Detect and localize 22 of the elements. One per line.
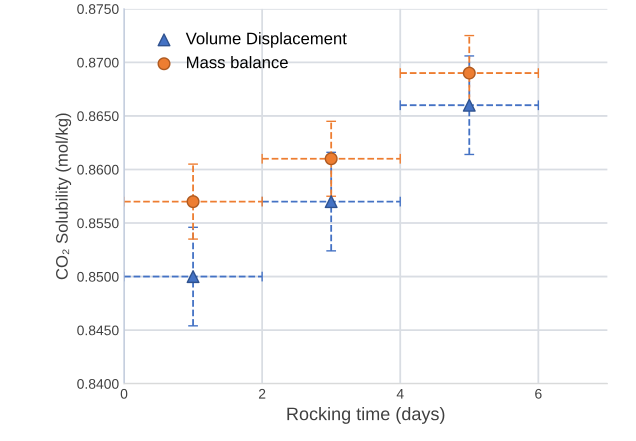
legend-label: Mass balance — [187, 56, 288, 68]
y-tick-label: 0.8450 — [77, 325, 119, 336]
y-tick-label: 0.8650 — [77, 111, 119, 122]
point — [462, 66, 476, 80]
y-tick-label: 0.8600 — [77, 164, 119, 175]
y-tick-label: 0.8550 — [77, 218, 119, 228]
y-axis-title: CO₂ Solubility (mol/kg) — [56, 113, 72, 280]
y-tick-label: 0.8700 — [77, 58, 119, 68]
y-tick-label: 0.8500 — [77, 272, 119, 282]
x-tick-label: 4 — [396, 389, 404, 399]
point — [324, 195, 338, 208]
point — [186, 270, 200, 284]
point — [462, 98, 476, 112]
point — [324, 152, 338, 166]
x-tick-label: 6 — [535, 388, 542, 399]
x-tick-label: 0 — [120, 388, 128, 399]
x-axis-title: Rocking time (days) — [287, 407, 444, 424]
y-tick-label: 0.8750 — [77, 4, 119, 14]
y-tick-label: 0.8400 — [77, 379, 119, 389]
point — [186, 195, 200, 208]
x-tick-label: 2 — [258, 388, 266, 399]
legend-label: Volume Displacement — [186, 32, 347, 48]
